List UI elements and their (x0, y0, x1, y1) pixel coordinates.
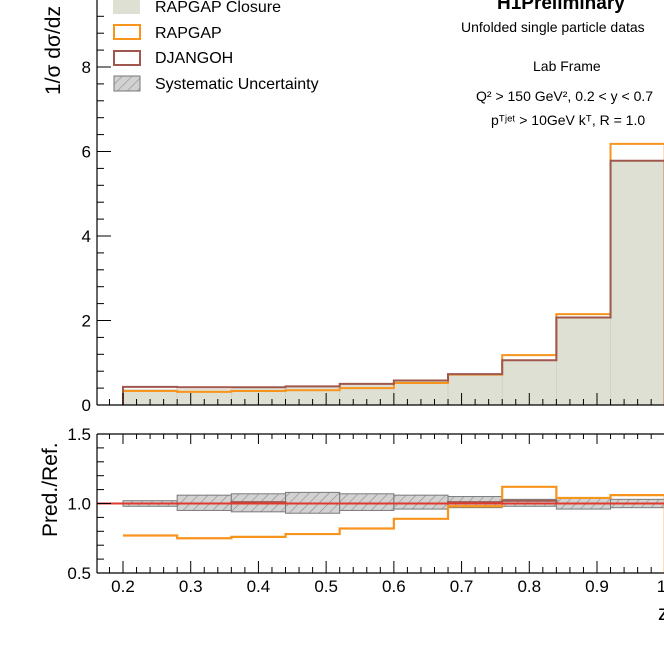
annotation-title: H1Preliminary (497, 0, 625, 14)
legend: RAPGAP Closure RAPGAP DJANGOH Systematic… (113, 0, 319, 93)
legend-swatch-rapgap (113, 24, 141, 40)
main-plot-area (122, 142, 664, 405)
main-y-tick-label: 2 (82, 312, 91, 331)
annotations: H1Preliminary Unfolded single particle d… (461, 0, 653, 128)
legend-label-djangoh: DJANGOH (155, 50, 233, 67)
x-tick-label: 0.8 (517, 577, 541, 596)
main-y-axis-title: 1/σ dσ/dz (42, 6, 65, 95)
main-panel: 0 2 4 6 8 1/σ dσ/dz (42, 0, 664, 415)
systematic-band (339, 493, 395, 511)
x-tick-label: 0.6 (382, 577, 406, 596)
x-tick-label: 0.2 (111, 577, 135, 596)
ratio-y-ticks: 0.5 1.0 1.5 (67, 425, 111, 583)
x-tick-label: 0.5 (314, 577, 338, 596)
x-tick-label: 0.4 (247, 577, 271, 596)
ratio-y-tick-label: 0.5 (67, 564, 91, 583)
main-x-ticks (108, 393, 652, 405)
legend-label-rapgap-closure: RAPGAP Closure (155, 0, 281, 16)
systematic-band (393, 494, 449, 510)
ratio-x-ticks: 0.2 0.3 0.4 0.5 0.6 0.7 0.8 0.9 1. (108, 434, 664, 596)
main-y-tick-label: 8 (82, 58, 91, 77)
closure-bar (610, 160, 664, 405)
rapgap-ratio-line (123, 485, 664, 540)
ratio-plot-area (97, 485, 664, 573)
ratio-y-axis-title: Pred./Ref. (39, 442, 62, 537)
ratio-y-tick-label: 1.0 (67, 495, 91, 514)
legend-swatch-systematic (113, 75, 141, 92)
annotation-cuts-line2: pᵀʲᵉᵗ > 10GeV kᵀ, R = 1.0 (491, 112, 645, 128)
x-tick-label: 0.3 (179, 577, 203, 596)
main-y-tick-label: 0 (82, 396, 91, 415)
annotation-subtitle: Unfolded single particle datas (461, 19, 645, 35)
annotation-cuts-line1: Q² > 150 GeV², 0.2 < y < 0.7 (476, 88, 653, 104)
x-tick-label: 1. (657, 577, 664, 596)
legend-label-rapgap: RAPGAP (155, 25, 222, 42)
ratio-y-tick-label: 1.5 (67, 425, 91, 444)
x-tick-label: 0.9 (585, 577, 609, 596)
annotation-frame: Lab Frame (533, 58, 601, 74)
closure-bar (556, 317, 611, 405)
legend-swatch-djangoh (113, 50, 141, 66)
x-axis-title: z (658, 602, 664, 625)
legend-swatch-rapgap-closure (113, 0, 140, 14)
djangoh-line (122, 159, 664, 405)
rapgap-line (122, 142, 664, 405)
x-tick-label: 0.7 (450, 577, 474, 596)
ratio-panel: 0.5 1.0 1.5 0.2 0.3 0.4 0.5 0.6 0.7 0.8 0.9 1. Pre… (39, 425, 664, 625)
legend-label-systematic: Systematic Uncertainty (155, 76, 319, 93)
main-y-tick-label: 6 (82, 143, 91, 162)
main-y-tick-label: 4 (82, 227, 91, 246)
main-y-ticks: 0 2 4 6 8 (82, 15, 111, 415)
